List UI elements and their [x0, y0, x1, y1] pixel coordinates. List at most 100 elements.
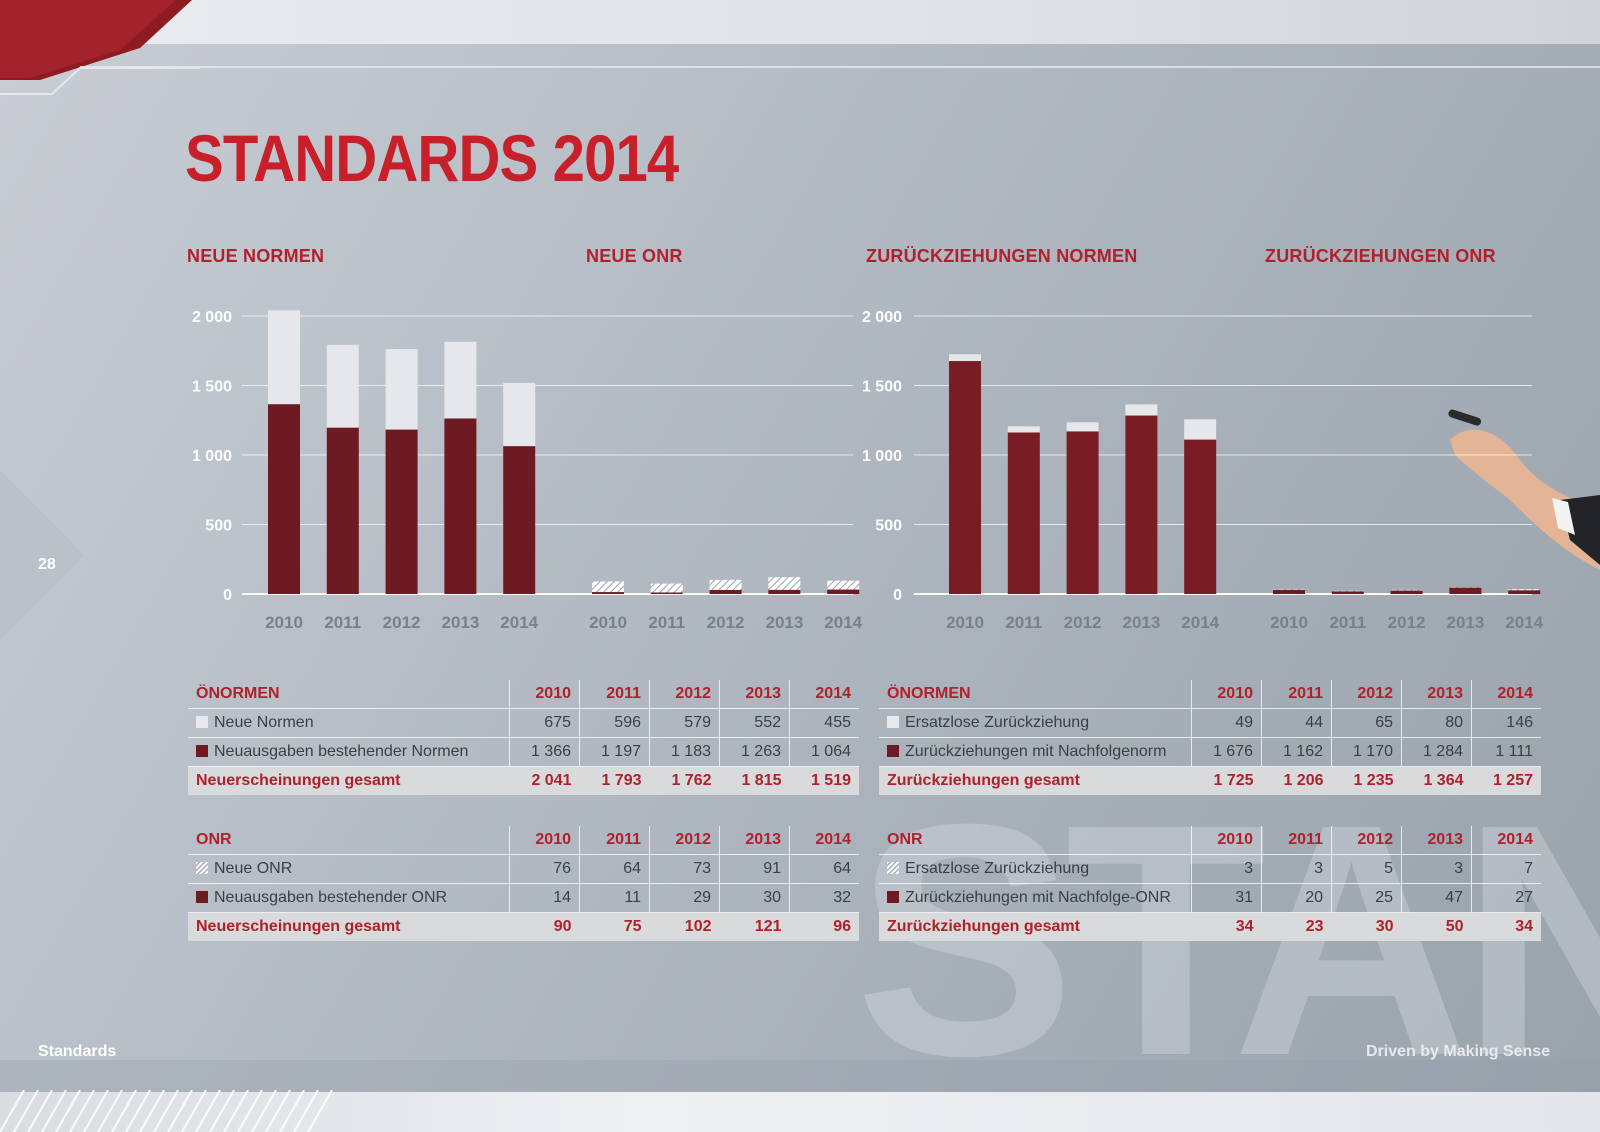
table-header-row: ÖNORMEN 2010 2011 2012 2013 2014 [188, 680, 859, 709]
value-cell: 675 [509, 708, 580, 738]
bar-light [444, 341, 477, 419]
legend-swatch [196, 862, 208, 874]
table-year-header: 2013 [1401, 680, 1472, 709]
x-tick-label: 2013 [441, 613, 479, 632]
value-cell: 3 [1401, 854, 1472, 884]
value-cell: 73 [649, 854, 720, 884]
table-year-header: 2011 [579, 680, 650, 709]
x-tick-label: 2013 [765, 613, 803, 632]
table-year-header: 2014 [1471, 680, 1541, 709]
total-value-cell: 1 815 [719, 766, 790, 795]
chart-title-neue-normen: NEUE NORMEN [187, 246, 325, 266]
bar-hatch [650, 583, 683, 593]
table-header-label: ÖNORMEN [879, 680, 1192, 709]
value-cell: 455 [789, 708, 859, 738]
value-cell: 11 [579, 883, 650, 913]
bar-hatch [1390, 589, 1423, 591]
table-year-header: 2012 [1331, 680, 1402, 709]
y-tick-label: 1 500 [192, 379, 232, 396]
table-year-header: 2013 [719, 826, 790, 855]
total-value-cell: 50 [1401, 912, 1472, 941]
bar-hatch [1508, 589, 1541, 591]
total-value-cell: 1 762 [649, 766, 720, 795]
bar-dark [1007, 432, 1040, 594]
legend-swatch [887, 891, 899, 903]
value-cell: 47 [1401, 883, 1472, 913]
bar-dark [592, 592, 624, 594]
total-value-cell: 34 [1471, 912, 1541, 941]
value-cell: 552 [719, 708, 790, 738]
total-value-cell: 90 [509, 912, 580, 941]
bar-dark [1449, 587, 1482, 594]
bar-light [1066, 422, 1099, 432]
row-label: Neue ONR [214, 860, 293, 877]
value-cell: 1 111 [1471, 737, 1541, 767]
x-tick-label: 2013 [1446, 613, 1484, 632]
value-cell: 32 [789, 883, 859, 913]
bar-dark [1066, 431, 1099, 594]
value-cell: 596 [579, 708, 650, 738]
row-label-cell: Zurückziehungen mit Nachfolgenorm [879, 737, 1192, 767]
table-row: Ersatzlose Zurückziehung 3 3 5 3 7 [879, 854, 1541, 884]
row-label-cell: Neue ONR [188, 854, 510, 884]
bar-dark [268, 404, 300, 594]
total-value-cell: 1 519 [789, 766, 859, 795]
bar-dark [444, 418, 477, 594]
corner-decoration [0, 0, 200, 95]
x-tick-label: 2011 [1329, 613, 1366, 632]
table-row: Zurückziehungen mit Nachfolge-ONR 31 20 25 4… [879, 883, 1541, 913]
x-tick-label: 2012 [383, 613, 421, 632]
table-year-header: 2014 [789, 680, 859, 709]
y-tick-label: 0 [223, 587, 232, 604]
table-header-label: ÖNORMEN [188, 680, 510, 709]
y-tick-label: 0 [893, 587, 902, 604]
value-cell: 1 366 [509, 737, 580, 767]
chart-title-zurueckziehungen-onr: ZURÜCKZIEHUNGEN ONR [1265, 246, 1496, 266]
value-cell: 14 [509, 883, 580, 913]
bar-hatch [709, 579, 742, 590]
bar-dark [650, 592, 683, 594]
bar-light [1007, 426, 1040, 433]
bar-dark [1273, 589, 1305, 594]
total-value-cell: 1 257 [1471, 766, 1541, 795]
total-value-cell: 1 235 [1331, 766, 1402, 795]
legend-swatch [887, 745, 899, 757]
bar-light [1125, 404, 1158, 416]
bar-light [268, 310, 300, 405]
top-rule [80, 66, 1600, 68]
table-year-header: 2010 [509, 826, 580, 855]
x-tick-label: 2012 [707, 613, 745, 632]
table-header-label: ONR [188, 826, 510, 855]
table-row: Zurückziehungen mit Nachfolgenorm 1 676 1 … [879, 737, 1541, 767]
value-cell: 20 [1261, 883, 1332, 913]
bar-hatch [1273, 589, 1305, 590]
table-header-label: ONR [879, 826, 1192, 855]
bar-hatch [768, 577, 801, 590]
bar-dark [709, 589, 742, 594]
row-label-cell: Ersatzlose Zurückziehung [879, 854, 1192, 884]
total-value-cell: 121 [719, 912, 790, 941]
bar-dark [1508, 590, 1541, 594]
value-cell: 49 [1191, 708, 1262, 738]
bar-dark [768, 589, 801, 594]
row-label: Ersatzlose Zurückziehung [905, 860, 1090, 877]
table-row: Neue Normen 675 596 579 552 455 [188, 708, 859, 738]
table-header-row: ONR 2010 2011 2012 2013 2014 [188, 826, 859, 855]
table-header-row: ONR 2010 2011 2012 2013 2014 [879, 826, 1541, 855]
data-table: ONR 2010 2011 2012 2013 2014 Ersatzlose Zurück… [879, 826, 1541, 941]
table-total-row: Neuerscheinungen gesamt 90 75 102 121 96 [188, 912, 859, 941]
bar-dark [503, 446, 536, 594]
bottom-band [0, 1092, 1600, 1132]
value-cell: 91 [719, 854, 790, 884]
total-value-cell: 102 [649, 912, 720, 941]
page-number: 28 [38, 556, 56, 573]
x-tick-label: 2011 [1005, 613, 1042, 632]
table-row: Ersatzlose Zurückziehung 49 44 65 80 146 [879, 708, 1541, 738]
page-title: STANDARDS 2014 [185, 121, 679, 195]
row-label-cell: Zurückziehungen mit Nachfolge-ONR [879, 883, 1192, 913]
value-cell: 1 263 [719, 737, 790, 767]
value-cell: 76 [509, 854, 580, 884]
table-year-header: 2012 [649, 680, 720, 709]
value-cell: 25 [1331, 883, 1402, 913]
x-tick-label: 2014 [824, 613, 862, 632]
